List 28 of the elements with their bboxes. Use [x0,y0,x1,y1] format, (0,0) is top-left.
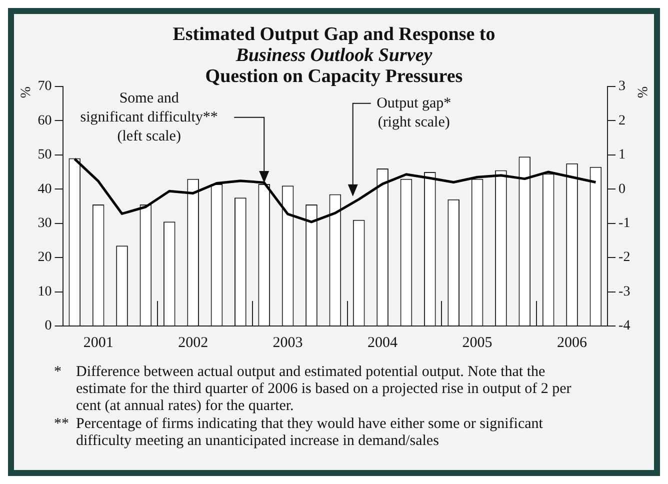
x-tick-label: 2004 [368,334,398,351]
x-tick-label: 2003 [272,334,303,351]
x-tick-label: 2001 [83,334,114,351]
text: ** Percentage of firms indicating that they would have either some or significant difficulty meeting an unanticipated increase in demand/sales [54,416,544,450]
y-tick-label: 60 [38,113,52,128]
y2-tick-label: 2 [618,113,626,128]
y2-tick-label: -3 [618,284,630,300]
y2-tick-label: -1 [618,216,630,231]
x-tick-label: 2006 [557,334,588,351]
y2-tick-label: -4 [618,318,630,334]
x-tick-label: 2002 [178,334,208,351]
y-tick-label: 70 [38,79,52,94]
y-tick-label: 20 [38,250,52,266]
text: * Difference between actual output and estimated potential output. Note that the estimate for the third quarter of 2006 is based on a projected rise in output of 2 per cent (at annual rates) for the quarter. [54,364,572,415]
y-tick-label: 50 [38,148,52,163]
y2-tick-label: 3 [618,79,626,94]
y2-tick-label: 1 [618,148,626,163]
text: Output gap* (right scale) [376,95,452,130]
y-tick-label: 0 [44,318,52,334]
y2-axis-title: % [634,86,649,98]
y-tick-label: 10 [38,284,52,300]
x-tick-label: 2005 [462,334,492,351]
y2-tick-label: -2 [618,250,630,266]
y-tick-label: 30 [38,216,52,231]
y2-tick-label: 0 [618,182,626,197]
y-axis-title: % [19,86,34,98]
series-label: Some and significant difficulty** (left scale) [80,90,218,144]
y-tick-label: 40 [38,182,52,197]
